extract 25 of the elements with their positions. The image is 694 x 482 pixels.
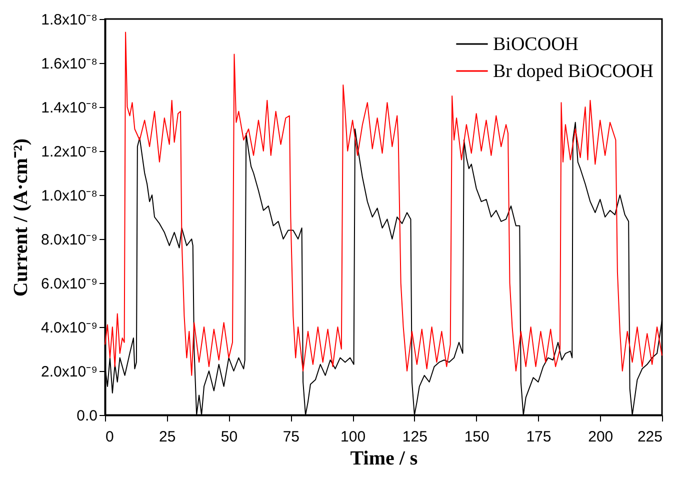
y-tick-label: 6.0x10⁻⁹ [41, 276, 98, 292]
x-tick-label: 150 [464, 428, 490, 446]
x-tick-label: 200 [588, 428, 614, 446]
x-tick-label: 0 [106, 428, 114, 446]
x-tick-label: 100 [340, 428, 366, 446]
line-series [104, 32, 662, 376]
x-axis-title: Time / s [350, 448, 418, 470]
y-tick-label: 1.2x10⁻⁸ [41, 144, 98, 160]
y-tick-label: 1.8x10⁻⁸ [41, 12, 98, 28]
y-tick-label: 1.4x10⁻⁸ [41, 100, 98, 116]
y-tick-label: 0.0 [76, 408, 98, 424]
y-tick-label: 8.0x10⁻⁹ [41, 232, 98, 248]
x-tick-label: 25 [159, 428, 176, 446]
y-tick-label: 2.0x10⁻⁹ [41, 364, 98, 380]
legend-label: Br doped BiOCOOH [493, 61, 654, 82]
x-tick-label: 75 [282, 428, 300, 446]
x-tick-label: 125 [402, 428, 428, 446]
y-tick-label: 4.0x10⁻⁹ [41, 320, 98, 336]
x-tick-label: 225 [637, 428, 662, 446]
y-axis-title: Current / (A·cm⁻²) [10, 138, 32, 297]
x-tick-label: 175 [526, 428, 552, 446]
x-tick-label: 50 [220, 428, 238, 446]
legend-label: BiOCOOH [493, 34, 579, 55]
y-tick-label: 1.0x10⁻⁸ [41, 188, 98, 204]
y-tick-label: 1.6x10⁻⁸ [41, 56, 98, 72]
